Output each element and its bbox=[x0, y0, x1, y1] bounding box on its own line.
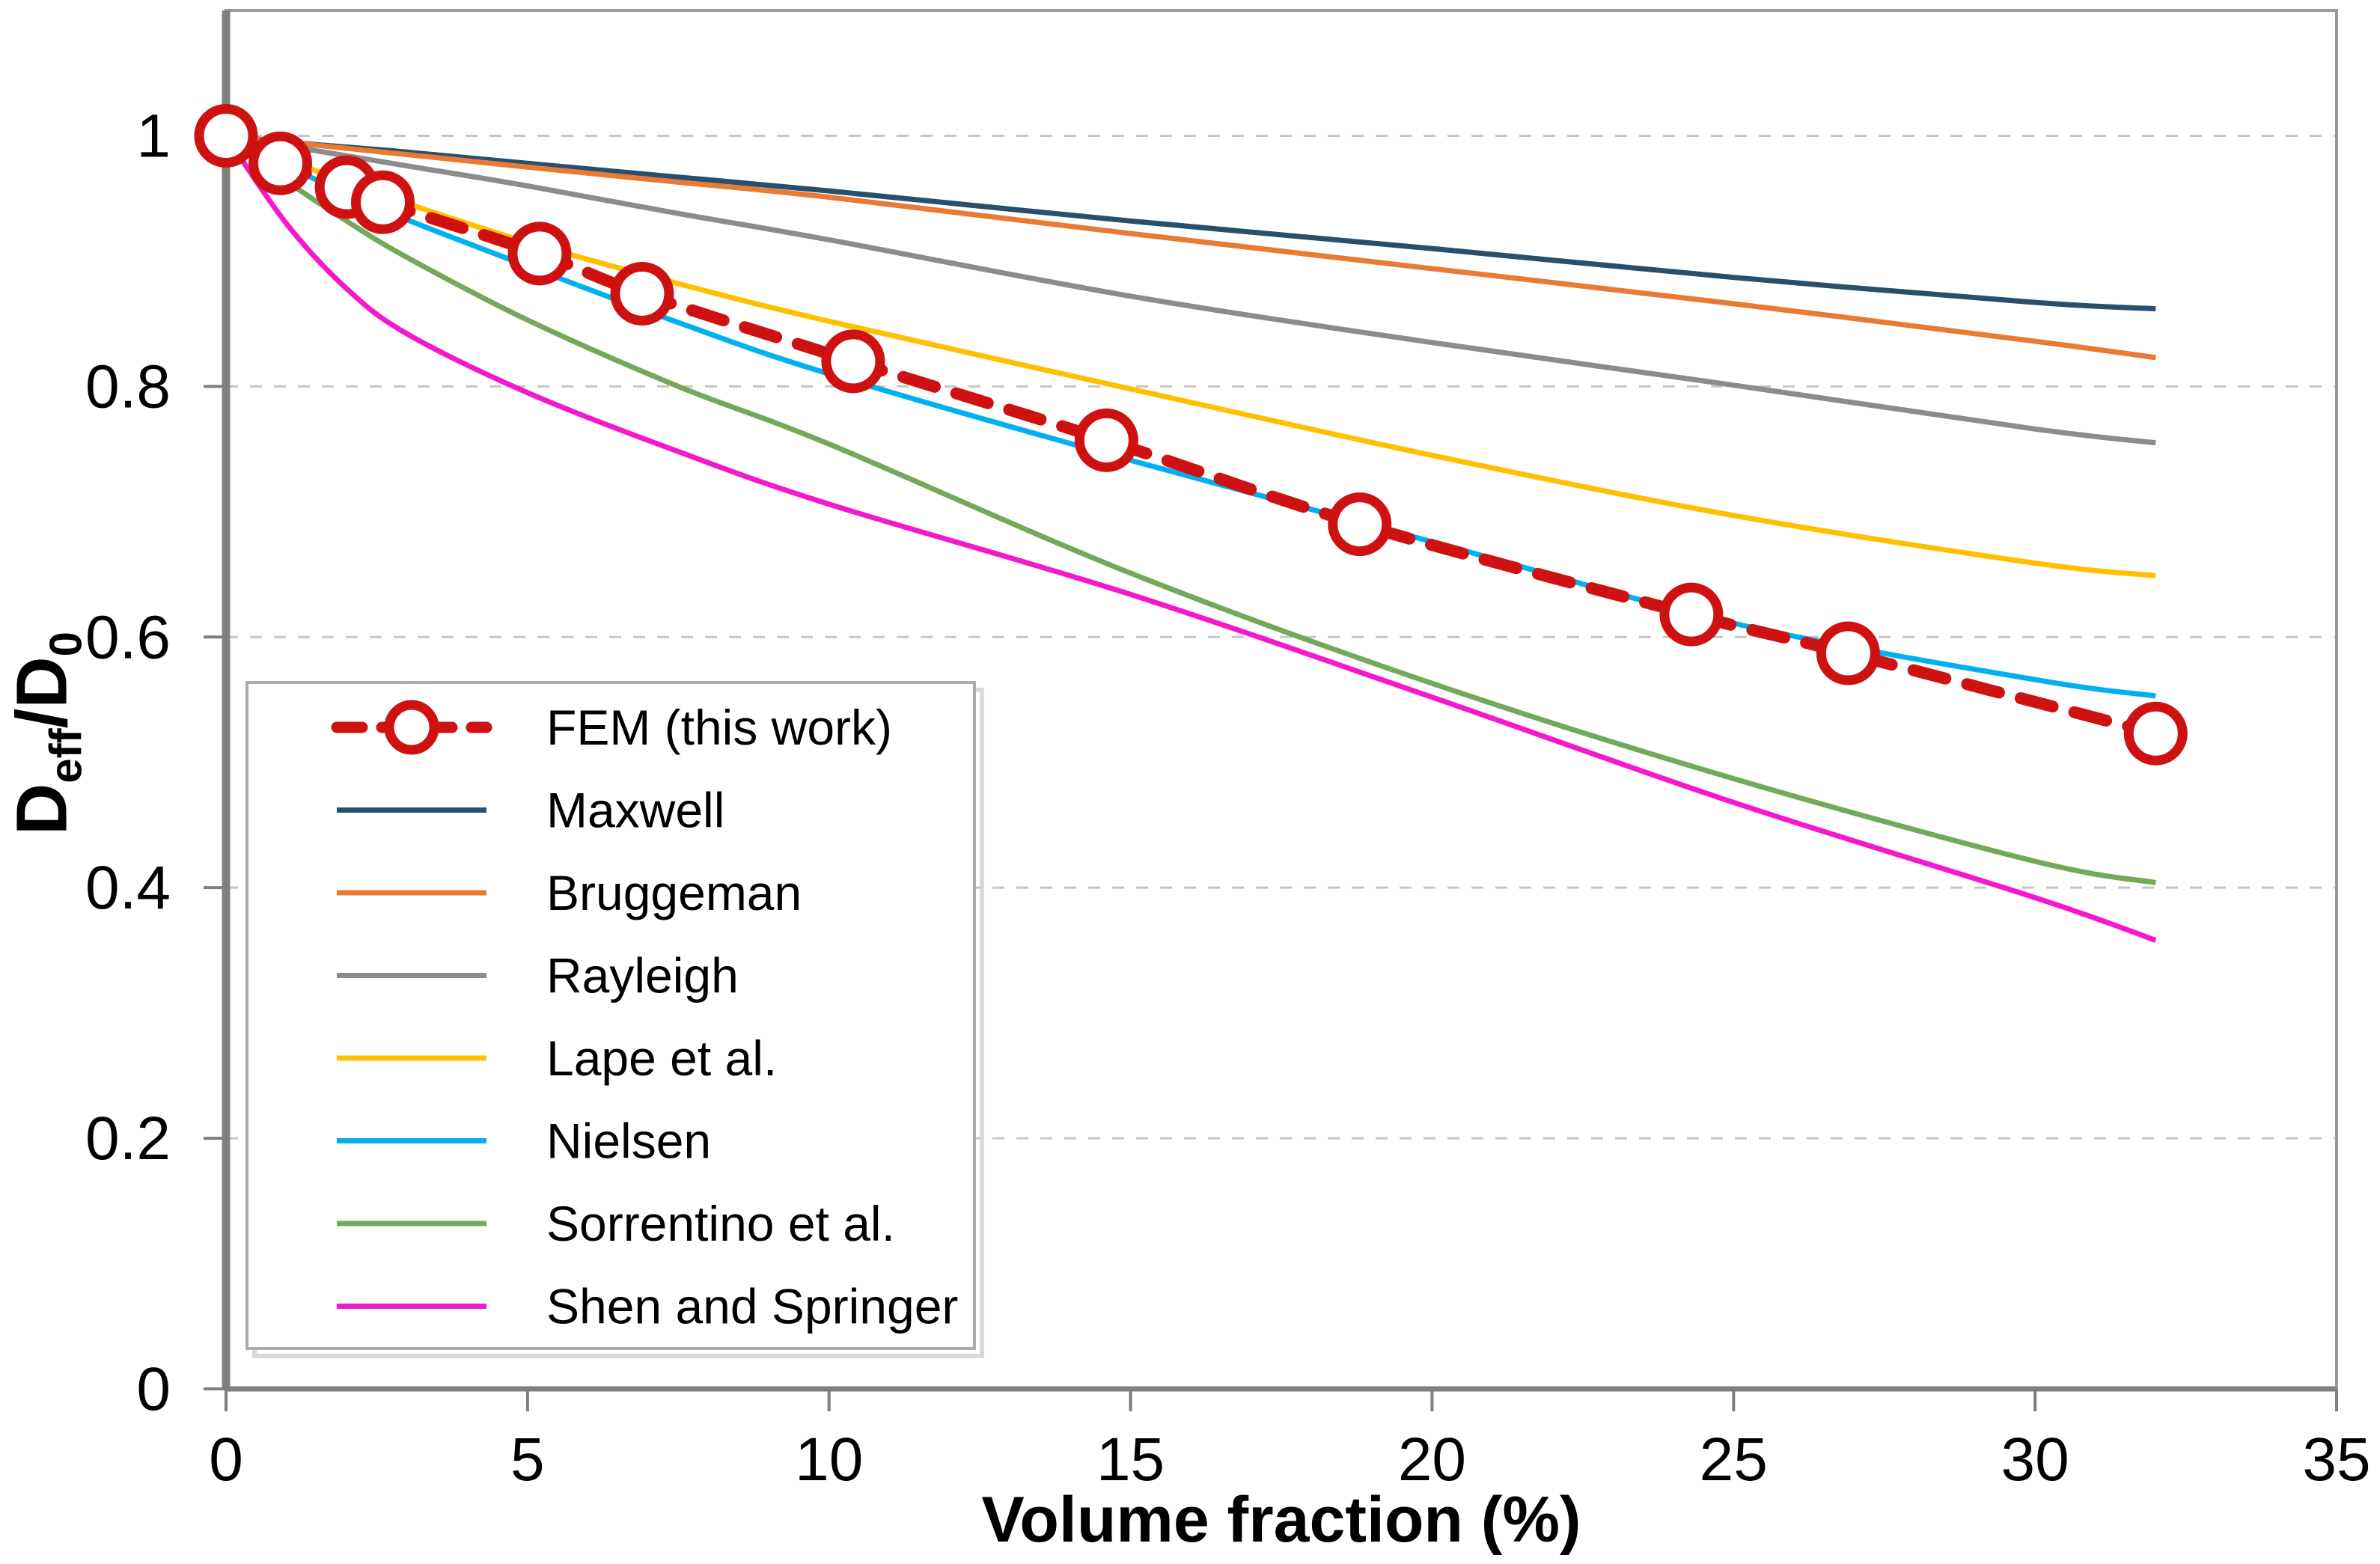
y-tick-label-0.2: 0.2 bbox=[85, 1105, 171, 1173]
legend-label-lape-et-al: Lape et al. bbox=[546, 1030, 777, 1086]
y-tick-label-0.6: 0.6 bbox=[85, 603, 171, 671]
legend-item-nielsen: Nielsen bbox=[337, 1114, 711, 1169]
fem-marker-4 bbox=[507, 222, 572, 286]
curve-sorrentino-et-al bbox=[224, 133, 2156, 885]
legend-item-maxwell: Maxwell bbox=[337, 783, 724, 838]
y-tick-label-0.4: 0.4 bbox=[85, 854, 171, 922]
legend-item-rayleigh: Rayleigh bbox=[337, 948, 739, 1004]
fem-marker-10 bbox=[1816, 621, 1880, 685]
y-tick-label-1: 1 bbox=[136, 102, 171, 170]
x-tick-label-15: 15 bbox=[1096, 1426, 1165, 1494]
x-tick-label-25: 25 bbox=[1700, 1426, 1768, 1494]
curve-maxwell bbox=[225, 132, 2156, 312]
fem-marker-11 bbox=[2123, 701, 2188, 766]
fem-marker-1 bbox=[248, 131, 313, 195]
legend-label-maxwell: Maxwell bbox=[546, 783, 724, 838]
curve-shen-and-springer bbox=[224, 134, 2157, 943]
legend-marker-fem-this-work bbox=[384, 700, 439, 755]
x-tick-label-0: 0 bbox=[209, 1426, 243, 1494]
x-tick-label-10: 10 bbox=[795, 1426, 863, 1494]
legend-item-bruggeman: Bruggeman bbox=[337, 865, 802, 920]
legend-item-fem-this-work: FEM (this work) bbox=[331, 700, 892, 755]
y-tick-label-0: 0 bbox=[136, 1355, 171, 1423]
y-axis-title-base2: /D bbox=[1, 656, 82, 729]
fem-marker-3 bbox=[350, 170, 415, 234]
fem-marker-5 bbox=[610, 261, 674, 326]
legend-label-shen-and-springer: Shen and Springer bbox=[546, 1279, 958, 1334]
y-tick-label-0.8: 0.8 bbox=[85, 352, 171, 421]
x-tick-label-5: 5 bbox=[510, 1426, 545, 1494]
curve-bruggeman bbox=[225, 132, 2156, 361]
x-axis-title: Volume fraction (%) bbox=[981, 1484, 1581, 1556]
curve-rayleigh bbox=[225, 133, 2156, 446]
x-tick-label-35: 35 bbox=[2302, 1426, 2370, 1494]
fem-marker-8 bbox=[1328, 492, 1392, 557]
legend-label-rayleigh: Rayleigh bbox=[546, 948, 739, 1004]
fem-marker-9 bbox=[1659, 582, 1724, 647]
legend-item-shen-and-springer: Shen and Springer bbox=[337, 1279, 958, 1334]
legend-label-fem-this-work: FEM (this work) bbox=[546, 700, 892, 755]
x-tick-label-30: 30 bbox=[2001, 1426, 2069, 1494]
curve-fem bbox=[220, 129, 2162, 740]
legend-label-nielsen: Nielsen bbox=[546, 1114, 711, 1169]
legend-item-lape-et-al: Lape et al. bbox=[337, 1030, 777, 1086]
fem-marker-7 bbox=[1074, 408, 1138, 472]
curve-lape-et-al bbox=[225, 133, 2156, 578]
fem-marker-6 bbox=[821, 329, 885, 394]
y-axis-title-base1: D bbox=[1, 783, 82, 836]
legend-label-bruggeman: Bruggeman bbox=[546, 865, 802, 920]
y-axis-title-sub2: 0 bbox=[40, 631, 91, 657]
legend: FEM (this work) Maxwell Bruggeman Rayleigh L… bbox=[245, 681, 984, 1358]
legend-item-sorrentino-et-al: Sorrentino et al. bbox=[337, 1196, 895, 1251]
y-axis-title: Deff/D0 bbox=[1, 632, 91, 835]
legend-box bbox=[245, 681, 976, 1350]
x-tick-label-20: 20 bbox=[1398, 1426, 1466, 1494]
y-axis-title-sub1: eff bbox=[40, 728, 91, 783]
fem-marker-0 bbox=[194, 103, 258, 168]
legend-label-sorrentino-et-al: Sorrentino et al. bbox=[546, 1196, 895, 1251]
